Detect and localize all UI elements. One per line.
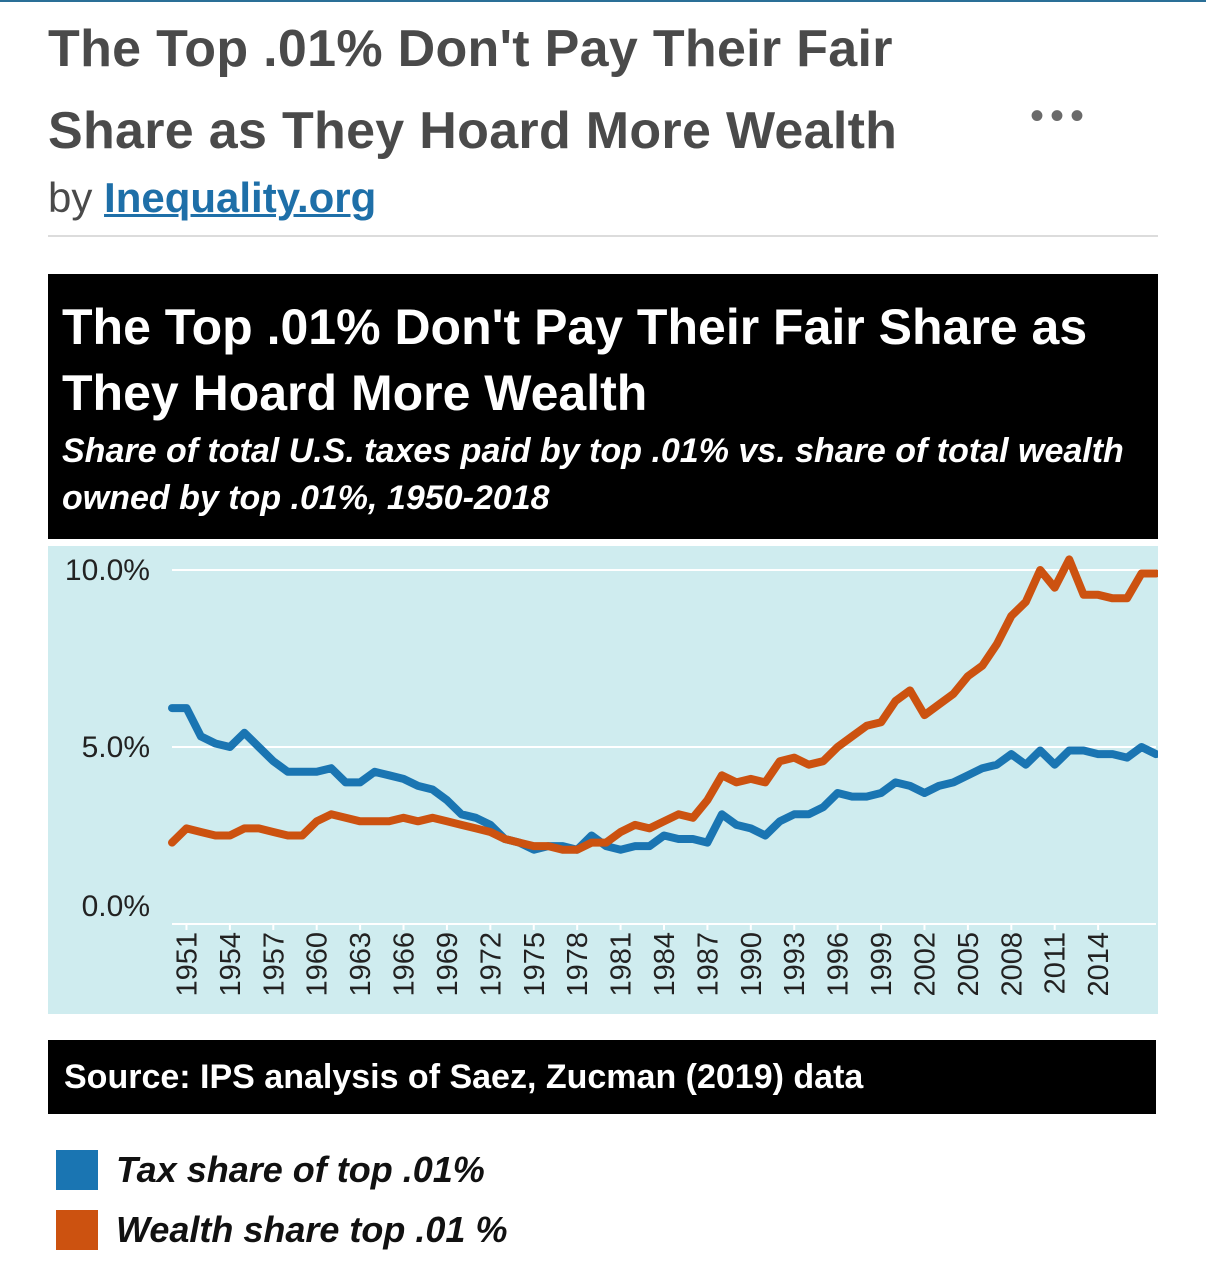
x-tick-label: 1984 <box>649 932 681 997</box>
x-tick-label: 2008 <box>996 932 1028 997</box>
x-tick-label: 2014 <box>1083 932 1115 997</box>
x-tick-label: 2002 <box>909 932 941 997</box>
legend-label-tax: Tax share of top .01% <box>116 1149 485 1190</box>
x-tick-label: 1954 <box>215 932 247 997</box>
x-tick-label: 1963 <box>345 932 377 997</box>
more-options-button[interactable]: ••• <box>1030 94 1091 138</box>
source-bar: Source: IPS analysis of Saez, Zucman (20… <box>48 1040 1156 1114</box>
top-rule <box>0 0 1206 2</box>
x-tick-label: 1990 <box>736 932 768 997</box>
legend-item-tax: Tax share of top .01% <box>56 1140 656 1200</box>
chart-title: The Top .01% Don't Pay Their Fair Share … <box>62 299 1088 421</box>
divider <box>48 235 1158 237</box>
y-tick-label: 5.0% <box>82 731 150 764</box>
legend-swatch-wealth <box>56 1210 98 1250</box>
legend-item-wealth: Wealth share top .01 % <box>56 1200 656 1260</box>
x-tick-label: 1972 <box>475 932 507 997</box>
tax-share-line <box>168 704 1158 854</box>
wealth-share-line <box>168 555 1158 854</box>
byline-prefix: by <box>48 174 93 221</box>
chart-header: The Top .01% Don't Pay Their Fair Share … <box>48 274 1158 539</box>
chart-subtitle: Share of total U.S. taxes paid by top .0… <box>62 432 1124 517</box>
line-chart: 0.0% 5.0% 10.0% 1951 1954 1957 1960 1963 1966 196… <box>65 554 1158 997</box>
x-tick-label: 1960 <box>302 932 334 997</box>
source-text: Source: IPS analysis of Saez, Zucman (20… <box>64 1058 864 1096</box>
x-tick-label: 1951 <box>171 932 203 997</box>
x-tick-label: 2011 <box>1040 932 1072 994</box>
post-title: The Top .01% Don't Pay Their Fair Share … <box>48 20 898 160</box>
author-link[interactable]: Inequality.org <box>104 174 377 221</box>
x-tick-label: 1966 <box>389 932 421 997</box>
legend-label-wealth: Wealth share top .01 % <box>116 1209 508 1250</box>
x-tick-label: 1975 <box>519 932 551 997</box>
x-tick-label: 1981 <box>606 932 638 997</box>
plot-area: 0.0% 5.0% 10.0% 1951 1954 1957 1960 1963 1966 196… <box>48 546 1158 1014</box>
x-tick-label: 2005 <box>953 932 985 997</box>
y-tick-label: 0.0% <box>82 890 150 923</box>
x-tick-label: 1987 <box>692 932 724 997</box>
x-tick-label: 1969 <box>432 932 464 997</box>
byline: by Inequality.org <box>48 166 376 230</box>
y-tick-label: 10.0% <box>65 554 150 587</box>
x-tick-label: 1999 <box>866 932 898 997</box>
x-tick-label: 1978 <box>562 932 594 997</box>
legend-swatch-tax <box>56 1150 98 1190</box>
x-tick-label: 1957 <box>258 932 290 997</box>
x-tick-label: 1993 <box>779 932 811 997</box>
x-tick-label: 1996 <box>823 932 855 997</box>
